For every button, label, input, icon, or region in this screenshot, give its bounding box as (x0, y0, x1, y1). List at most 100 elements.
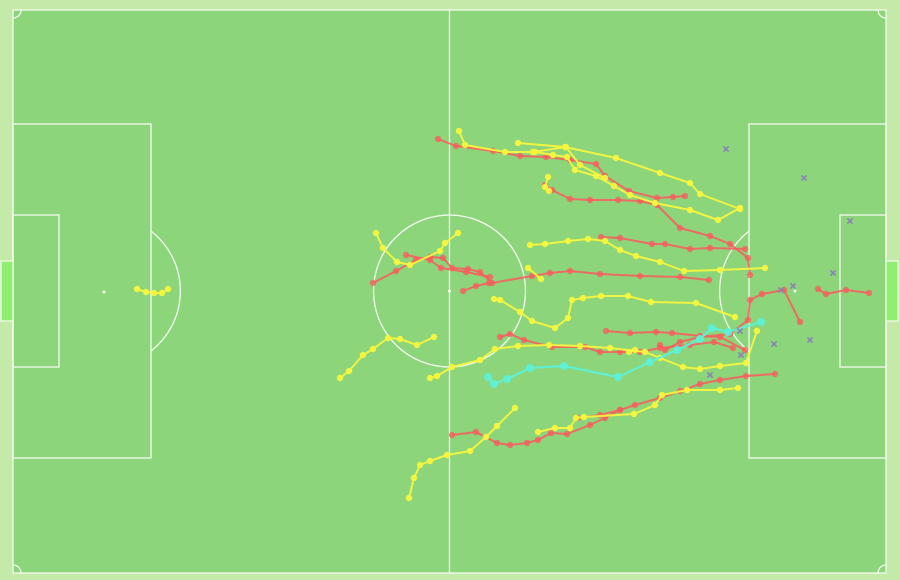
x-marker (846, 217, 854, 225)
away-position-point (636, 272, 644, 280)
away-position-point (676, 338, 684, 346)
away-position-point (493, 439, 501, 447)
home-position-point (150, 289, 158, 297)
ball-position-point (724, 328, 732, 336)
x-marker (722, 145, 730, 153)
away-position-point (616, 234, 624, 242)
home-position-point (426, 374, 434, 382)
x-marker (800, 174, 808, 182)
away-position-point (528, 272, 536, 280)
away-position-point (705, 276, 713, 284)
home-position-point (524, 264, 532, 272)
home-position-point (413, 341, 421, 349)
away-position-point (546, 269, 554, 277)
home-position-point (686, 179, 694, 187)
away-position-point (426, 256, 434, 264)
home-position-point (696, 190, 704, 198)
home-track (534, 384, 742, 436)
home-position-point (658, 391, 666, 399)
home-position-point (716, 362, 724, 370)
home-track (541, 173, 553, 195)
away-position-point (746, 296, 754, 304)
away-position-point (516, 152, 524, 160)
home-position-point (369, 345, 377, 353)
home-position-point (454, 229, 462, 237)
home-position-point (514, 139, 522, 147)
away-track (459, 279, 493, 295)
x-marker (770, 340, 778, 348)
x-marker (806, 336, 814, 344)
away-position-point (741, 346, 749, 354)
corner-arc-top-right (877, 9, 887, 19)
away-position-point (681, 192, 689, 200)
left-goal (0, 260, 14, 322)
home-position-point (476, 356, 484, 364)
home-position-point (501, 148, 509, 156)
home-position-point (393, 258, 401, 266)
away-position-point (402, 251, 410, 259)
home-position-point (566, 424, 574, 432)
away-position-point (716, 376, 724, 384)
away-position-point (865, 289, 873, 297)
home-position-point (576, 342, 584, 350)
ball-position-point (646, 358, 654, 366)
away-position-point (547, 429, 555, 437)
x-marker (706, 371, 714, 379)
away-track-line (817, 288, 870, 295)
away-position-point (696, 380, 704, 388)
ball-position-point (614, 373, 622, 381)
ball-position-point (503, 375, 511, 383)
away-position-point (822, 290, 830, 298)
home-position-point (579, 294, 587, 302)
x-marker (789, 282, 797, 290)
right-penalty-spot (793, 289, 797, 293)
away-position-point (656, 341, 664, 349)
away-track-line (544, 184, 751, 276)
home-track (372, 229, 462, 269)
home-position-point (405, 494, 413, 502)
home-position-point (526, 241, 534, 249)
away-position-point (566, 195, 574, 203)
home-position-point (396, 335, 404, 343)
away-position-point (742, 372, 750, 380)
corner-arc-top-left (12, 9, 22, 19)
ball-position-point (673, 346, 681, 354)
home-position-point (656, 169, 664, 177)
home-position-point (372, 229, 380, 237)
home-position-point (625, 348, 633, 356)
home-position-point (443, 451, 451, 459)
away-position-point (710, 338, 718, 346)
home-position-point (683, 386, 691, 394)
home-position-point (491, 345, 499, 353)
home-position-point (731, 313, 739, 321)
home-position-point (336, 374, 344, 382)
ball-position-point (696, 335, 704, 343)
away-position-point (661, 240, 669, 248)
home-position-point (384, 334, 392, 342)
home-track (426, 327, 761, 382)
home-position-point (734, 384, 742, 392)
home-position-point (551, 324, 559, 332)
away-position-point (586, 421, 594, 429)
home-track-line (429, 330, 758, 379)
home-position-point (164, 285, 172, 293)
corner-arc-bottom-right (877, 564, 887, 574)
home-position-point (142, 288, 150, 296)
home-position-point (641, 348, 649, 356)
away-position-point (597, 233, 605, 241)
home-position-point (716, 266, 724, 274)
home-position-point (545, 187, 553, 195)
home-position-point (562, 143, 570, 151)
away-position-point (542, 153, 550, 161)
home-position-point (626, 191, 634, 199)
away-position-point (796, 318, 804, 326)
home-track-line (532, 146, 606, 179)
away-position-point (534, 436, 542, 444)
away-position-point (472, 428, 480, 436)
home-position-point (572, 414, 580, 422)
home-position-point (529, 148, 537, 156)
away-position-point (439, 254, 447, 262)
home-position-point (601, 174, 609, 182)
home-position-point (541, 240, 549, 248)
